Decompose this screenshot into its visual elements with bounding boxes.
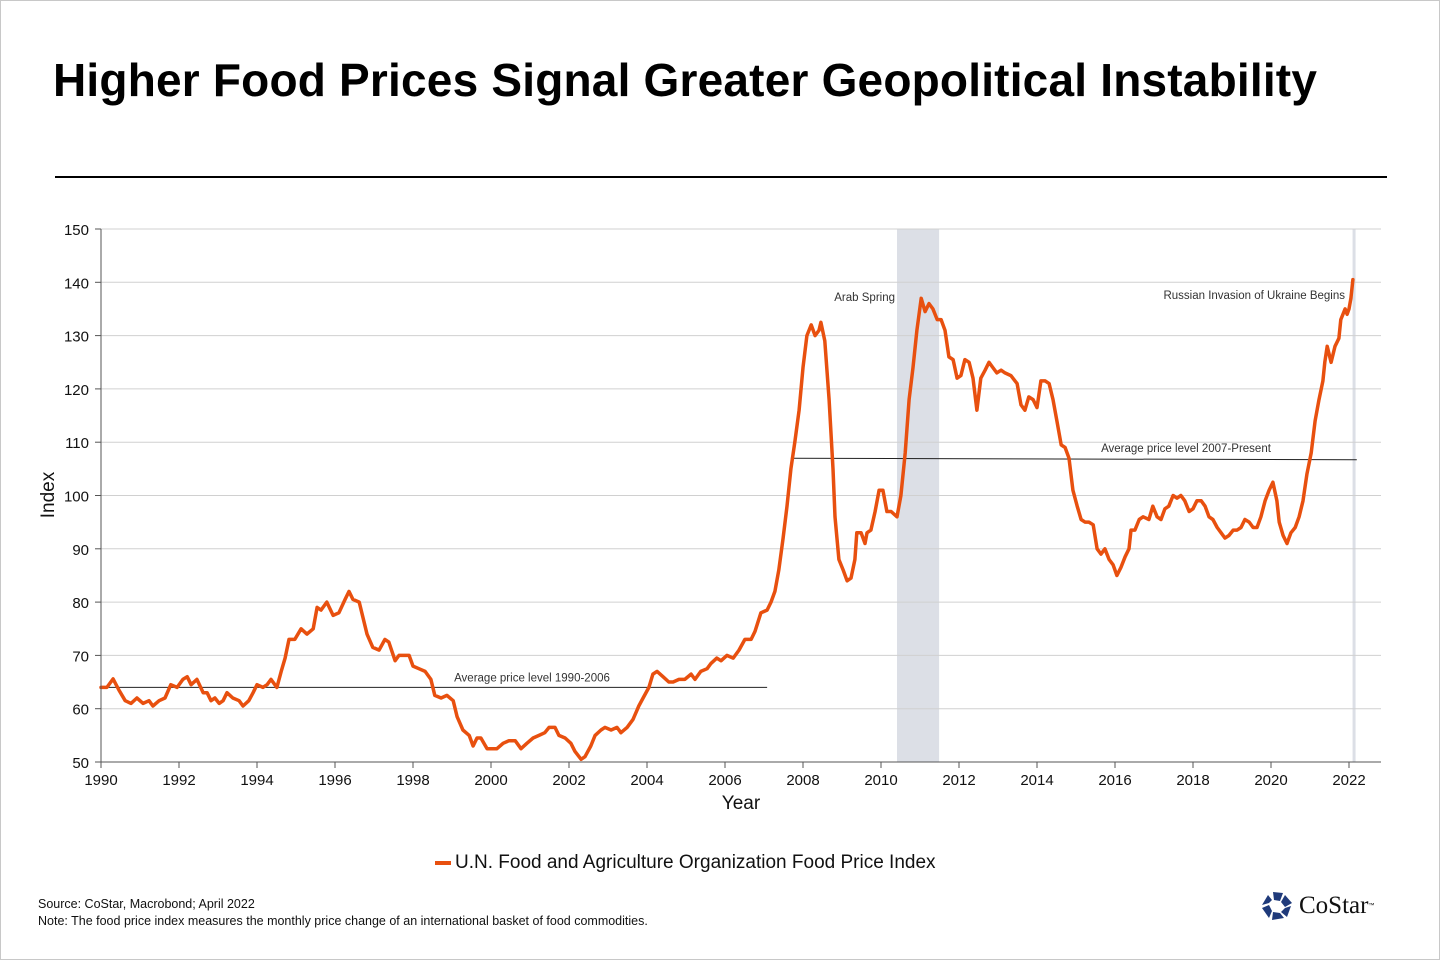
y-tick-label: 120 [64, 382, 89, 399]
costar-star-icon [1262, 892, 1292, 920]
food-price-index-line [99, 277, 1355, 762]
x-tick-label: 2012 [942, 772, 975, 789]
legend-label: U.N. Food and Agriculture Organization F… [455, 852, 936, 873]
source-text: Source: CoStar, Macrobond; April 2022 [38, 897, 255, 911]
y-axis-title: Index [38, 471, 59, 518]
costar-logo: CoStar ™ [1261, 891, 1374, 921]
x-tick-label: 2008 [786, 772, 819, 789]
x-tick-label: 1992 [162, 772, 195, 789]
note-text: Note: The food price index measures the … [38, 914, 648, 928]
x-tick-label: 2016 [1098, 772, 1131, 789]
line-chart: 50 60 70 80 90 100 110 120 130 140 150 1990 1992 1994… [38, 222, 1381, 814]
x-tick-label: 1998 [396, 772, 429, 789]
page-title: Higher Food Prices Signal Greater Geopol… [53, 54, 1318, 106]
y-tick-label: 100 [64, 489, 89, 506]
y-tick-label: 90 [72, 542, 89, 559]
x-tick-label: 2006 [708, 772, 741, 789]
x-tick-label: 2018 [1176, 772, 1209, 789]
y-tick-label: 50 [72, 755, 89, 772]
x-tick-label: 2002 [552, 772, 585, 789]
legend-swatch [435, 861, 451, 865]
legend: U.N. Food and Agriculture Organization F… [435, 852, 936, 874]
x-tick-label: 2022 [1332, 772, 1365, 789]
x-tick-label: 2010 [864, 772, 897, 789]
logo-tm: ™ [1368, 903, 1375, 909]
x-tick-label: 1994 [240, 772, 273, 789]
x-axis-title: Year [722, 793, 761, 814]
title-divider [55, 176, 1387, 178]
x-tick-label: 2004 [630, 772, 663, 789]
logo-text: CoStar [1299, 892, 1369, 919]
x-tick-label: 2020 [1254, 772, 1287, 789]
y-tick-label: 70 [72, 648, 89, 665]
x-tick-label: 1990 [84, 772, 117, 789]
y-tick-label: 110 [65, 435, 89, 452]
x-tick-label: 2014 [1020, 772, 1053, 789]
average-line [790, 457, 1357, 461]
arab-spring-label: Arab Spring [834, 292, 895, 304]
ukraine-invasion-label: Russian Invasion of Ukraine Begins [1163, 290, 1345, 302]
average-line-label: Average price level 1990-2006 [454, 672, 610, 684]
y-tick-label: 150 [64, 222, 89, 239]
y-tick-label: 140 [64, 275, 89, 292]
x-tick-label: 1996 [318, 772, 351, 789]
footnotes: Source: CoStar, Macrobond; April 2022 No… [38, 896, 648, 930]
y-tick-label: 60 [72, 702, 89, 719]
y-tick-label: 130 [64, 329, 89, 346]
average-line-label: Average price level 2007-Present [1101, 443, 1272, 455]
x-tick-label: 2000 [474, 772, 507, 789]
y-tick-label: 80 [72, 595, 89, 612]
